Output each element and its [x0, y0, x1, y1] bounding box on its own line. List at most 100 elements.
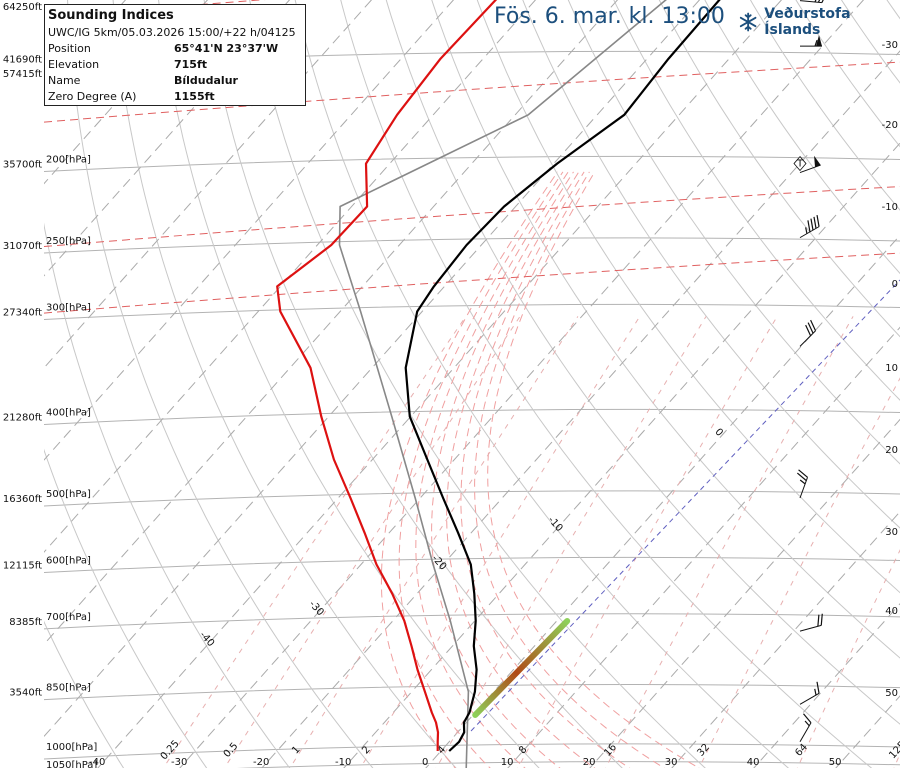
mixing-ratio-line: [604, 316, 854, 768]
altitude-label: 41690ft: [3, 55, 42, 66]
isotherm-label-right: 0: [892, 279, 898, 290]
moist-adiabat-line: [431, 171, 574, 768]
wind-barb: [800, 35, 822, 47]
altitude-label: 31070ft: [3, 241, 42, 252]
wind-barb-flag: [816, 681, 820, 694]
dry-adiabat-line: [742, 0, 900, 768]
isotherm-label-diagonal: -30: [307, 599, 326, 619]
dry-adiabat-line: [67, 0, 374, 768]
wind-barb-flag: [810, 319, 817, 332]
mixing-ratio-line: [359, 316, 641, 768]
moist-adiabat-line: [446, 171, 596, 768]
isotherm-label-bottom: 0: [422, 757, 428, 768]
wind-barb-staff: [799, 226, 820, 239]
dry-adiabat-line: [522, 0, 900, 529]
mixing-ratio-label: 125: [887, 740, 900, 762]
snowflake-logo-icon: [739, 12, 757, 32]
pressure-label: 1000[hPa]: [46, 742, 97, 753]
altitude-label: 35700ft: [3, 160, 42, 171]
dry-adiabat-line: [44, 222, 291, 768]
wind-barb-pennant: [814, 155, 821, 168]
isobar-line: [236, 761, 900, 768]
altitude-label: 12115ft: [3, 561, 42, 572]
pressure-label: 700[hPa]: [46, 612, 91, 623]
wind-barb-flag: [820, 613, 823, 626]
wind-barb-staff: [799, 330, 816, 347]
wind-barb-flag: [807, 322, 814, 334]
mixing-ratio-label: 0.5: [222, 741, 241, 760]
dry-adiabat-line: [249, 0, 706, 768]
wind-barb: [799, 155, 821, 174]
wind-barb-staff: [799, 164, 821, 174]
dry-adiabat-line: [749, 0, 900, 211]
dry-adiabat-line: [795, 0, 900, 148]
dry-adiabat-line: [704, 0, 900, 275]
pressure-label: 500[hPa]: [46, 489, 91, 500]
wind-barb-pennant: [816, 35, 822, 47]
dry-adiabat-line: [840, 0, 900, 84]
wind-barb-flag: [817, 614, 820, 627]
isotherm-line: [44, 0, 209, 185]
wind-barb-flag: [798, 469, 808, 478]
moist-adiabat-line: [380, 171, 559, 768]
wind-barb-flag: [810, 218, 814, 231]
wind-barb: [799, 681, 820, 705]
mixing-ratio-line: [435, 316, 707, 768]
mixing-ratio-line: [162, 316, 467, 768]
pressure-label: 1050[hPa]: [46, 760, 97, 768]
dry-adiabat-line: [44, 448, 208, 768]
tropopause-guide-line: [44, 186, 900, 248]
info-row-zero-degree: Zero Degree (A) 1155ft: [48, 90, 215, 103]
moist-adiabat-line: [415, 171, 569, 768]
altitude-label: 21280ft: [3, 413, 42, 424]
wind-barbs: TTT: [793, 0, 828, 743]
brand: Veðurstofa Íslands: [738, 6, 900, 38]
mixing-ratio-line: [517, 316, 778, 768]
wind-barb-staff: [799, 624, 822, 632]
isobar-line: [44, 556, 900, 574]
dry-adiabat-line: [385, 0, 900, 725]
isobar-line: [44, 743, 900, 760]
isotherm-label-diagonal: -40: [197, 630, 216, 650]
isotherm-label-bottom: 50: [829, 757, 842, 768]
zero-isotherm-guide-line: [470, 279, 900, 732]
wind-barb: [799, 713, 812, 743]
tropopause-marker-icon: T: [793, 155, 807, 172]
wind-barb-flag: [816, 214, 820, 227]
moist-adiabat-line: [474, 171, 666, 768]
wind-barb-flag: [814, 0, 821, 3]
wind-barb-half-flag: [814, 688, 817, 696]
wind-barb-flag: [821, 0, 828, 3]
dewpoint-line: [276, 0, 498, 751]
isotherm-label-diagonal: -20: [429, 553, 448, 573]
wind-barb-flag: [813, 216, 817, 229]
moist-adiabat-line: [460, 171, 631, 768]
isotherm-label-bottom: -30: [171, 757, 187, 768]
mixing-ratio-line: [289, 316, 579, 768]
wind-barb: [799, 214, 820, 239]
isobar-line: [44, 684, 900, 701]
wind-barb: [796, 469, 808, 499]
isotherm-label-bottom: -20: [253, 757, 269, 768]
isobar-line: [44, 303, 900, 321]
info-title: Sounding Indices: [48, 8, 174, 23]
isotherm-line: [835, 695, 900, 768]
brand-name: Veðurstofa Íslands: [764, 6, 851, 38]
isotherm-line: [44, 0, 291, 277]
isotherm-line: [44, 0, 455, 461]
isotherm-line: [589, 418, 900, 768]
isotherm-line: [261, 50, 900, 768]
dry-adiabat-line: [886, 0, 900, 20]
wind-barb: [799, 0, 828, 4]
temperature-line: [404, 0, 721, 752]
wind-barb: [799, 613, 823, 632]
pressure-label: 200[hPa]: [46, 155, 91, 166]
dry-adiabat-line: [658, 0, 900, 338]
isotherm-line: [44, 0, 127, 93]
dry-adiabat-line: [294, 0, 790, 768]
isobar-line: [44, 613, 900, 630]
parcel-path-line: [338, 0, 667, 768]
isotherm-line: [44, 0, 537, 553]
